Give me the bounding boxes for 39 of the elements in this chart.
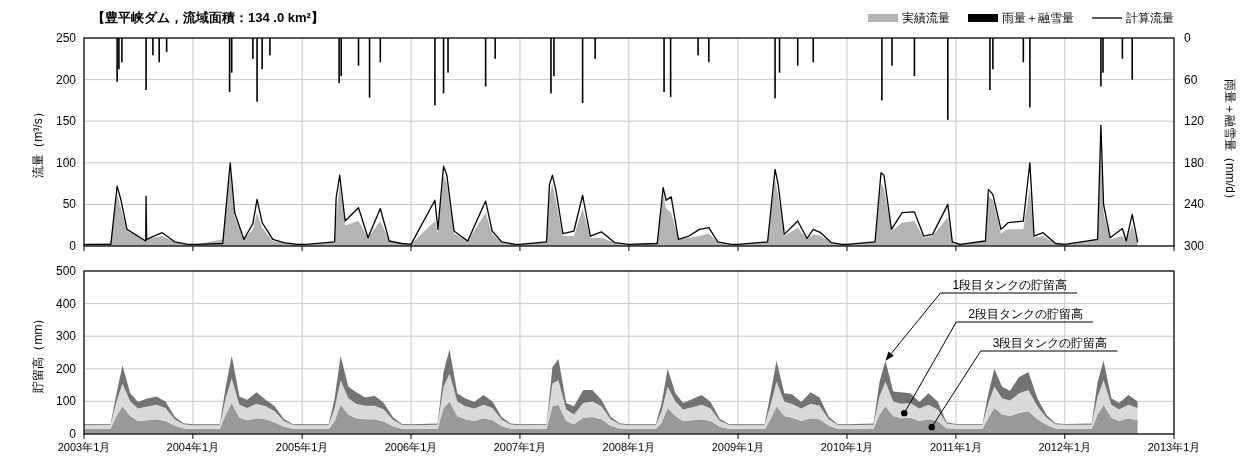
y-tick-label: 50 (62, 197, 77, 212)
y-tick-label: 0 (69, 427, 77, 441)
y-axis-title: 貯留高（mm） (31, 312, 45, 393)
chart-title: 【豊平峡ダム，流域面積：134 .0 km²】 (92, 10, 324, 25)
x-tick-label: 2008年1月 (602, 441, 656, 453)
y-tick-label: 150 (55, 114, 77, 129)
x-tick-label: 2012年1月 (1038, 441, 1092, 453)
x-tick-label: 2009年1月 (711, 441, 765, 453)
x-tick-label: 2004年1月 (166, 441, 220, 453)
x-tick-label: 2005年1月 (275, 441, 329, 453)
y-axis-title: 流量（m³/s） (31, 106, 45, 178)
y-tick-label: 250 (55, 31, 77, 45)
y2-axis-title: 雨量＋融雪量（mm/d） (1223, 79, 1237, 205)
annotation: 1段目タンクの貯留高 (952, 278, 1068, 292)
y-tick-label: 200 (55, 361, 77, 376)
y2-tick-label: 240 (1184, 197, 1205, 212)
legend-label: 計算流量 (1126, 11, 1174, 25)
y-tick-label: 0 (69, 239, 77, 253)
y-tick-label: 100 (55, 155, 77, 170)
y-tick-label: 500 (55, 264, 77, 278)
x-tick-label: 2010年1月 (820, 441, 874, 453)
x-tick-label: 2006年1月 (384, 441, 438, 453)
y-tick-label: 100 (55, 394, 77, 409)
x-tick-label: 2003年1月 (57, 441, 111, 453)
y2-tick-label: 60 (1184, 72, 1198, 87)
y-tick-label: 300 (55, 329, 77, 344)
y2-tick-label: 0 (1184, 31, 1191, 45)
x-tick-label: 2013年1月 (1147, 441, 1201, 453)
y2-tick-label: 120 (1184, 114, 1205, 129)
x-tick-label: 2007年1月 (493, 441, 547, 453)
y-tick-label: 200 (55, 72, 77, 87)
annotation: 2段目タンクの貯留高 (968, 307, 1083, 321)
annotation: 3段目タンクの貯留高 (992, 336, 1108, 350)
y-tick-label: 400 (55, 296, 77, 311)
y2-tick-label: 180 (1184, 155, 1205, 170)
legend-label: 雨量＋融雪量 (1002, 11, 1074, 25)
x-tick-label: 2011年1月 (929, 441, 982, 453)
y2-tick-label: 300 (1184, 239, 1205, 253)
legend-label: 実績流量 (902, 11, 950, 25)
